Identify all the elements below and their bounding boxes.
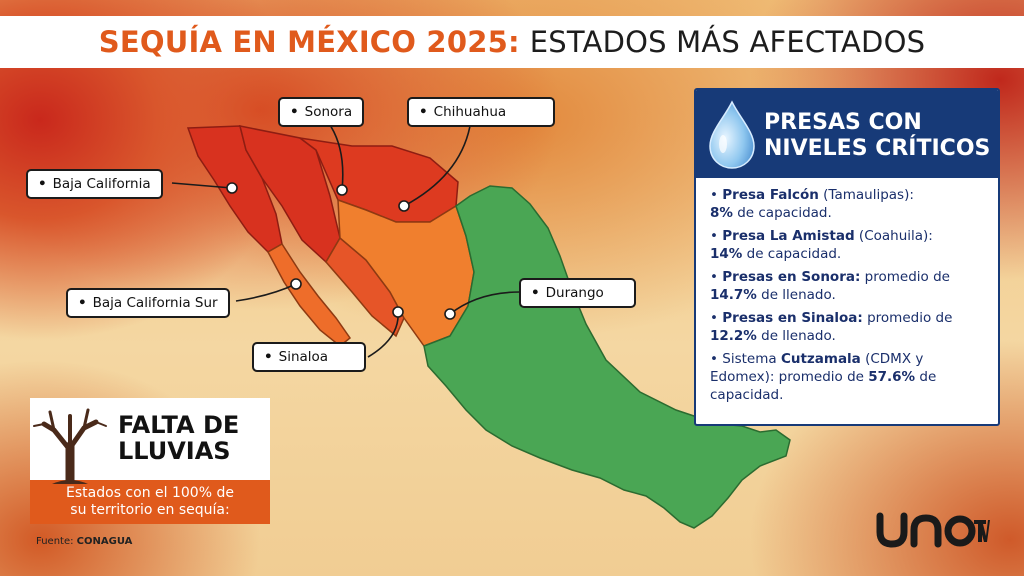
dead-tree-icon [33, 408, 107, 484]
label-sonora: • Sonora [278, 97, 365, 127]
dams-panel-header: PRESAS CON NIVELES CRÍTICOS [696, 90, 998, 178]
state-baja-california-sur [266, 242, 352, 347]
marker-baja-california-sur [290, 278, 302, 290]
rain-subtitle: Estados con el 100% de su territorio en … [30, 480, 270, 524]
marker-sonora [336, 184, 348, 196]
dam-item: • Presas en Sonora: promedio de 14.7% de… [710, 269, 950, 303]
source-credit: Fuente: CONAGUA [36, 536, 133, 547]
label-baja-california: • Baja California [26, 169, 163, 199]
dam-item: • Sistema Cutzamala (CDMX y Edomex): pro… [710, 351, 937, 403]
marker-durango [444, 308, 456, 320]
dams-title: PRESAS CON NIVELES CRÍTICOS [764, 110, 991, 161]
dam-item: • Presas en Sinaloa: promedio de 12.2% d… [710, 310, 953, 344]
water-drop-icon [709, 100, 755, 169]
page-title: SEQUÍA EN MÉXICO 2025: ESTADOS MÁS AFECT… [0, 16, 1024, 68]
label-baja-california-sur: • Baja California Sur [66, 288, 230, 318]
title-rest: ESTADOS MÁS AFECTADOS [529, 25, 926, 59]
title-highlight: SEQUÍA EN MÉXICO 2025: [98, 25, 520, 59]
label-sinaloa: • Sinaloa [252, 342, 366, 372]
uno-tv-logo [876, 512, 990, 548]
dam-item: • Presa Falcón (Tamaulipas): 8% de capac… [710, 187, 914, 221]
dams-list: • Presa Falcón (Tamaulipas): 8% de capac… [710, 186, 990, 409]
label-durango: • Durango [519, 278, 636, 308]
label-chihuahua: • Chihuahua [407, 97, 555, 127]
marker-baja-california [226, 182, 238, 194]
dam-item: • Presa La Amistad (Coahuila): 14% de ca… [710, 228, 933, 262]
marker-chihuahua [398, 200, 410, 212]
critical-dams-panel: PRESAS CON NIVELES CRÍTICOS • Presa Falc… [694, 88, 1000, 426]
marker-sinaloa [392, 306, 404, 318]
rain-title: FALTA DE LLUVIAS [118, 411, 240, 465]
